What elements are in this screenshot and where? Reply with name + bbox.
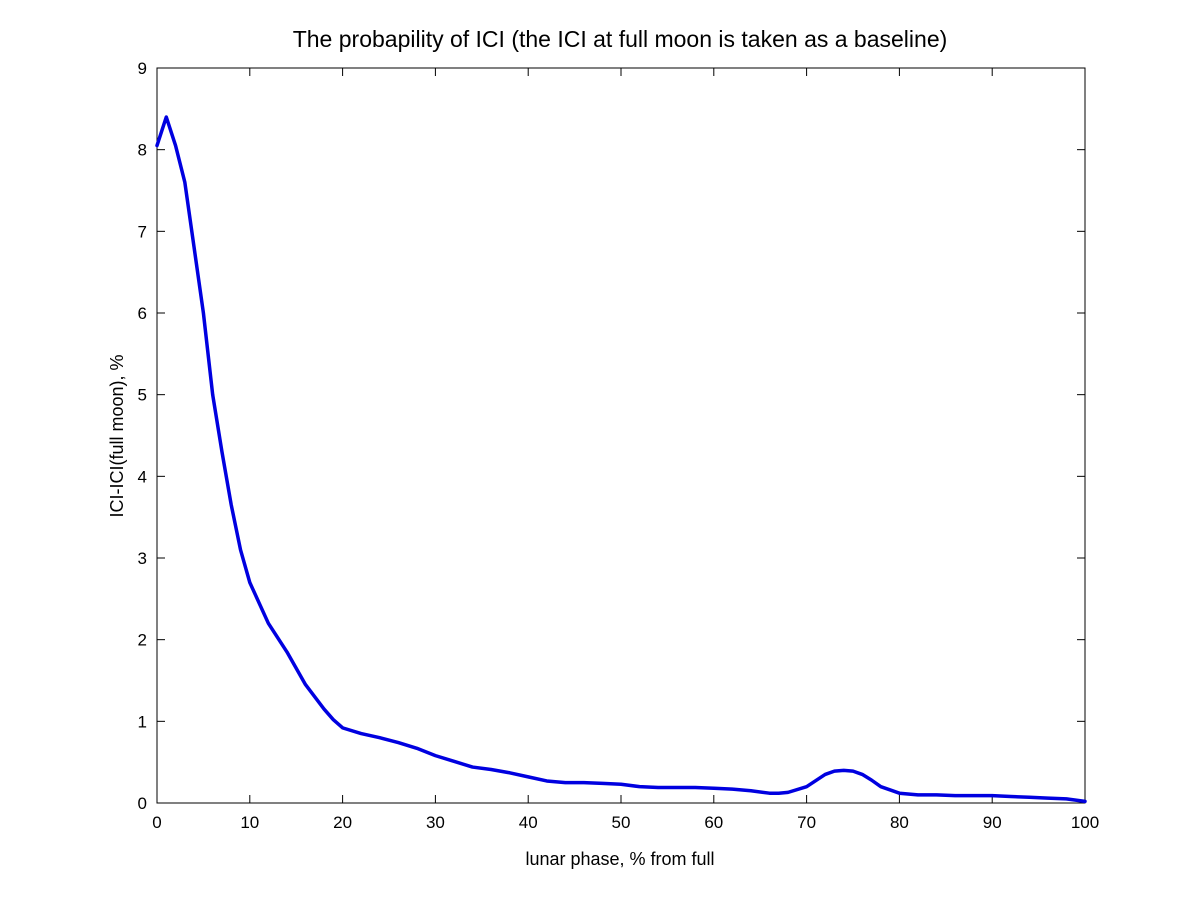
- x-axis: 0 10 20 30 40 50 60 70 80 90 100: [152, 68, 1099, 832]
- x-tick-label: 30: [426, 813, 445, 832]
- y-tick-label: 0: [138, 794, 147, 813]
- x-tick-label: 10: [240, 813, 259, 832]
- chart-title: The probapility of ICI (the ICI at full …: [293, 26, 948, 52]
- x-tick-label: 80: [890, 813, 909, 832]
- x-tick-label: 60: [704, 813, 723, 832]
- x-tick-label: 70: [797, 813, 816, 832]
- x-tick-label: 50: [612, 813, 631, 832]
- series-layer: [155, 115, 1087, 804]
- x-tick-label: 0: [152, 813, 161, 832]
- y-tick-label: 7: [138, 222, 147, 241]
- x-tick-label: 20: [333, 813, 352, 832]
- y-tick-label: 4: [138, 467, 147, 486]
- x-axis-title: lunar phase, % from full: [525, 849, 714, 869]
- y-tick-label: 6: [138, 304, 147, 323]
- y-tick-label: 1: [138, 712, 147, 731]
- series-line: [155, 115, 1087, 804]
- y-tick-label: 2: [138, 631, 147, 650]
- y-tick-label: 5: [138, 386, 147, 405]
- x-tick-label: 100: [1071, 813, 1099, 832]
- y-tick-label: 8: [138, 141, 147, 160]
- y-axis: 0 1 2 3 4 5 6 7 8 9: [138, 59, 1085, 813]
- y-tick-label: 9: [138, 59, 147, 78]
- x-tick-label: 40: [519, 813, 538, 832]
- y-tick-label: 3: [138, 549, 147, 568]
- x-tick-label: 90: [983, 813, 1002, 832]
- y-axis-title: ICI-ICI(full moon), %: [107, 354, 127, 517]
